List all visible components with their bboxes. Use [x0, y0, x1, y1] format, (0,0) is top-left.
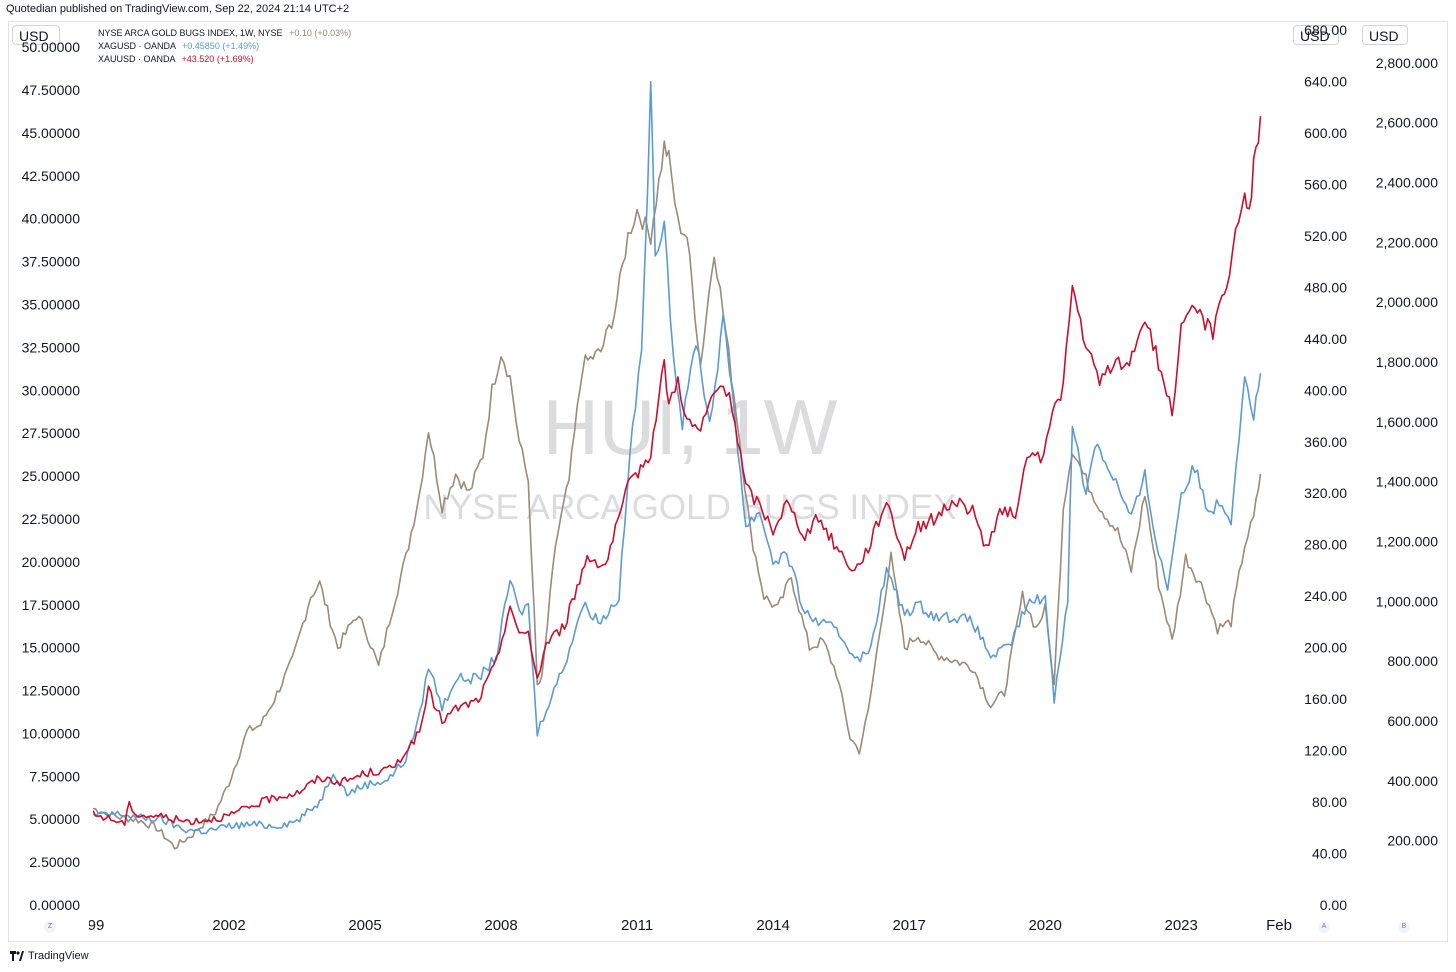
tradingview-logo-icon [10, 951, 24, 961]
tradingview-brand[interactable]: TradingView [10, 950, 89, 962]
legend-item-hui[interactable]: NYSE ARCA GOLD BUGS INDEX, 1W, NYSE +0.1… [98, 27, 351, 40]
legend-name: XAGUSD · OANDA [98, 41, 176, 51]
legend-change: +0.45850 (+1.49%) [182, 41, 260, 51]
right-b-currency-selector[interactable]: USD [1362, 25, 1408, 45]
corner-b-label[interactable]: B [1398, 921, 1410, 933]
legend-item-xauusd[interactable]: XAUUSD · OANDA +43.520 (+1.69%) [98, 53, 351, 66]
legend-change: +43.520 (+1.69%) [181, 54, 254, 64]
corner-z-label[interactable]: Z [44, 921, 56, 933]
legend: NYSE ARCA GOLD BUGS INDEX, 1W, NYSE +0.1… [98, 27, 351, 66]
legend-name: NYSE ARCA GOLD BUGS INDEX, 1W, NYSE [98, 28, 283, 38]
legend-name: XAUUSD · OANDA [98, 54, 176, 64]
corner-a-label[interactable]: A [1318, 921, 1330, 933]
watermark-name: NYSE ARCA GOLD BUGS INDEX [423, 488, 957, 527]
brand-name: TradingView [28, 950, 89, 962]
chart-frame [8, 21, 1448, 942]
legend-item-xagusd[interactable]: XAGUSD · OANDA +0.45850 (+1.49%) [98, 40, 351, 53]
right-a-currency-selector[interactable]: USD [1293, 25, 1339, 45]
published-caption: Quotedian published on TradingView.com, … [6, 3, 350, 15]
left-currency-selector[interactable]: USD [12, 25, 60, 45]
watermark-symbol: HUI, 1W [542, 383, 838, 471]
legend-change: +0.10 (+0.03%) [289, 28, 352, 38]
